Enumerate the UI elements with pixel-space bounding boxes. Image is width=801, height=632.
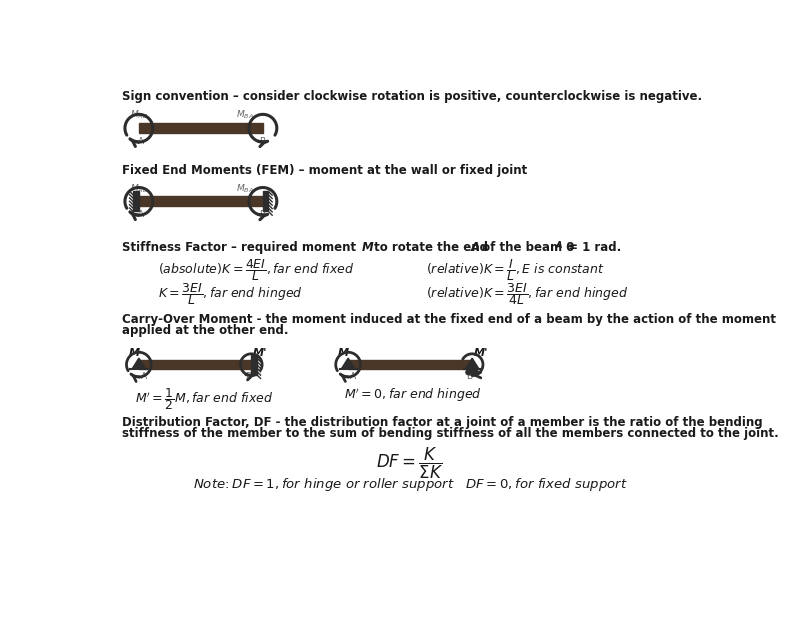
Bar <box>134 191 139 211</box>
Text: stiffness of the member to the sum of bending stiffness of all the members conne: stiffness of the member to the sum of be… <box>122 427 779 440</box>
Text: Sign convention – consider clockwise rotation is positive, counterclockwise is n: Sign convention – consider clockwise rot… <box>122 90 702 103</box>
Text: $(absolute)K = \dfrac{4EI}{L}, far\ end\ fixed$: $(absolute)K = \dfrac{4EI}{L}, far\ end\… <box>159 257 355 283</box>
Polygon shape <box>132 358 146 369</box>
Text: $M_{AB}$: $M_{AB}$ <box>130 109 147 121</box>
Bar <box>139 360 252 369</box>
Text: $(relative)K = \dfrac{I}{L}, E\ is\ constant$: $(relative)K = \dfrac{I}{L}, E\ is\ cons… <box>425 257 604 283</box>
Text: Distribution Factor, DF - the distribution factor at a joint of a member is the : Distribution Factor, DF - the distributi… <box>122 416 763 429</box>
Text: A: A <box>556 241 562 250</box>
Text: M': M' <box>253 348 268 358</box>
Text: $(relative)K = \dfrac{3EI}{4L}, far\ end\ hinged$: $(relative)K = \dfrac{3EI}{4L}, far\ end… <box>425 281 628 307</box>
Circle shape <box>466 370 470 375</box>
Text: = 1 rad.: = 1 rad. <box>564 241 621 255</box>
Text: $M' = 0, far\ end\ hinged$: $M' = 0, far\ end\ hinged$ <box>344 386 482 404</box>
Text: $DF = \dfrac{K}{\Sigma K}$: $DF = \dfrac{K}{\Sigma K}$ <box>376 446 444 481</box>
Bar <box>252 355 256 375</box>
Bar <box>139 123 263 133</box>
Circle shape <box>470 370 474 375</box>
Text: Fixed End Moments (FEM) – moment at the wall or fixed joint: Fixed End Moments (FEM) – moment at the … <box>122 164 527 178</box>
Polygon shape <box>465 358 479 369</box>
Circle shape <box>473 370 478 375</box>
Text: A: A <box>138 137 144 146</box>
Text: applied at the other end.: applied at the other end. <box>122 324 288 337</box>
Bar <box>263 191 268 211</box>
Text: B: B <box>466 372 472 381</box>
Text: Stiffness Factor – required moment: Stiffness Factor – required moment <box>122 241 360 255</box>
Text: Carry-Over Moment - the moment induced at the fixed end of a beam by the action : Carry-Over Moment - the moment induced a… <box>122 313 776 326</box>
Text: $M_{AB}$: $M_{AB}$ <box>130 182 147 195</box>
Bar <box>348 360 472 369</box>
Text: M: M <box>129 348 140 358</box>
Text: A: A <box>470 241 480 255</box>
Text: $M_{BA}$: $M_{BA}$ <box>235 109 254 121</box>
Text: B: B <box>259 210 265 219</box>
Text: $M_{BA}$: $M_{BA}$ <box>235 182 254 195</box>
Text: $M' = \dfrac{1}{2}M, far\ end\ fixed$: $M' = \dfrac{1}{2}M, far\ end\ fixed$ <box>135 386 273 412</box>
Text: A: A <box>350 372 356 381</box>
Text: A: A <box>138 210 144 219</box>
Text: $K = \dfrac{3EI}{L}, far\ end\ hinged$: $K = \dfrac{3EI}{L}, far\ end\ hinged$ <box>159 281 303 307</box>
Bar <box>139 197 263 207</box>
Text: A: A <box>140 372 147 381</box>
Text: B: B <box>245 372 252 381</box>
Text: to rotate the end: to rotate the end <box>370 241 492 255</box>
Text: $Note\!: DF = 1, for\ hinge\ or\ roller\ support$$\quad DF = 0, for\ fixed\ supp: $Note\!: DF = 1, for\ hinge\ or\ roller\… <box>193 477 627 493</box>
Text: M: M <box>362 241 374 255</box>
Polygon shape <box>341 358 355 369</box>
Text: of the beam θ: of the beam θ <box>478 241 574 255</box>
Text: M: M <box>338 348 349 358</box>
Text: B: B <box>259 137 265 146</box>
Text: M': M' <box>473 348 488 358</box>
